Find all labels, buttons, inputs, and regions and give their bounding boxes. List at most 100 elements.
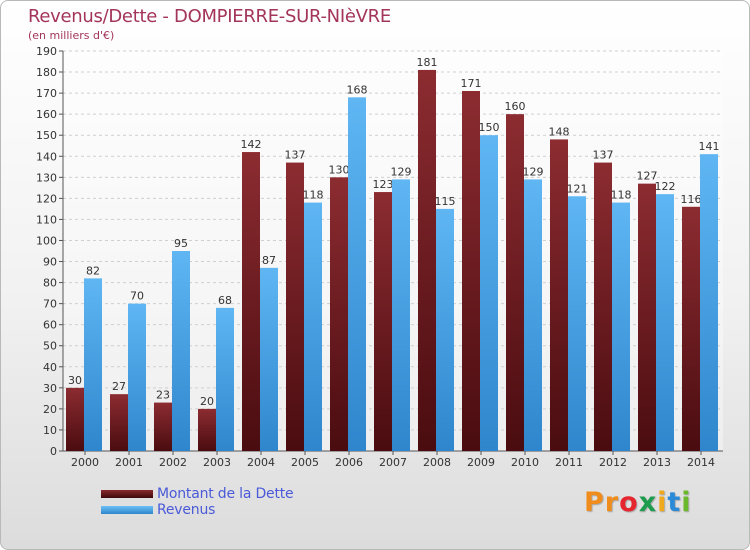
chart-subtitle: (en milliers d'€) (28, 29, 115, 42)
y-tick-label: 90 (43, 256, 57, 269)
data-label: 115 (435, 195, 456, 208)
data-label: 148 (549, 125, 570, 138)
data-label: 68 (218, 294, 232, 307)
logo-letter: o (619, 487, 639, 518)
data-label: 171 (461, 77, 482, 90)
bar-dette (242, 152, 260, 452)
x-tick-label: 2009 (467, 456, 495, 469)
x-tick-label: 2010 (511, 456, 539, 469)
x-tick-label: 2011 (555, 456, 583, 469)
data-label: 116 (681, 193, 702, 206)
x-tick-label: 2000 (71, 456, 99, 469)
y-tick-label: 190 (36, 45, 57, 58)
logo-letter: x (638, 487, 658, 518)
bar-dette (550, 139, 568, 451)
data-label: 123 (373, 178, 394, 191)
chart-title: Revenus/Dette - DOMPIERRE-SUR-NIèVRE (28, 6, 391, 27)
y-tick-label: 130 (36, 171, 57, 184)
x-tick-label: 2014 (687, 456, 715, 469)
logo-letter: i (681, 487, 692, 518)
x-tick-label: 2005 (291, 456, 319, 469)
data-label: 141 (699, 140, 720, 153)
y-tick-label: 20 (43, 403, 57, 416)
bar-revenus (304, 202, 322, 451)
bar-dette (638, 183, 656, 451)
y-tick-label: 150 (36, 129, 57, 142)
proxiti-logo: Proxiti (584, 487, 692, 518)
bar-dette (110, 394, 128, 451)
legend-label-dette: Montant de la Dette (157, 486, 294, 502)
legend-item-revenus: Revenus (101, 502, 361, 519)
x-tick-label: 2006 (335, 456, 363, 469)
x-tick-label: 2012 (599, 456, 627, 469)
y-tick-label: 180 (36, 66, 57, 79)
bar-revenus (612, 202, 630, 451)
data-label: 137 (285, 149, 306, 162)
bar-dette (330, 177, 348, 451)
logo-letter: t (667, 487, 682, 518)
y-tick-label: 70 (43, 298, 57, 311)
logo-letter: P (584, 487, 605, 518)
y-tick-label: 30 (43, 382, 57, 395)
bar-dette (154, 402, 172, 451)
logo-letter: i (657, 487, 668, 518)
bar-dette (682, 206, 700, 451)
legend-item-dette: Montant de la Dette (101, 486, 361, 503)
x-tick-label: 2004 (247, 456, 275, 469)
x-tick-label: 2013 (643, 456, 671, 469)
data-label: 122 (655, 180, 676, 193)
y-tick-label: 0 (50, 445, 57, 458)
bar-revenus (700, 154, 718, 451)
y-tick-label: 100 (36, 234, 57, 247)
data-label: 118 (303, 189, 324, 202)
data-label: 142 (241, 138, 262, 151)
x-tick-label: 2003 (203, 456, 231, 469)
y-tick-label: 170 (36, 87, 57, 100)
data-label: 150 (479, 121, 500, 134)
bar-revenus (568, 196, 586, 451)
data-label: 181 (417, 56, 438, 69)
data-label: 168 (347, 83, 368, 96)
bar-revenus (436, 208, 454, 451)
bar-revenus (480, 135, 498, 452)
data-label: 160 (505, 100, 526, 113)
bar-revenus (260, 267, 278, 451)
bar-dette (198, 408, 216, 451)
legend-swatch-dette (101, 490, 153, 498)
bar-revenus (172, 251, 190, 451)
data-label: 129 (523, 165, 544, 178)
x-tick-label: 2008 (423, 456, 451, 469)
data-label: 30 (68, 374, 82, 387)
y-tick-label: 120 (36, 192, 57, 205)
y-tick-label: 160 (36, 108, 57, 121)
data-label: 130 (329, 163, 350, 176)
data-label: 87 (262, 254, 276, 267)
legend-label-revenus: Revenus (157, 502, 216, 518)
bar-dette (506, 114, 524, 451)
y-tick-label: 50 (43, 340, 57, 353)
bar-revenus (216, 307, 234, 451)
y-tick-label: 140 (36, 150, 57, 163)
bar-revenus (128, 303, 146, 451)
legend-swatch-revenus (101, 506, 153, 514)
x-tick-label: 2001 (115, 456, 143, 469)
data-label: 95 (174, 237, 188, 250)
y-tick-label: 10 (43, 424, 57, 437)
data-label: 118 (611, 189, 632, 202)
bar-revenus (524, 179, 542, 451)
data-label: 82 (86, 264, 100, 277)
bar-revenus (84, 278, 102, 451)
y-tick-label: 80 (43, 277, 57, 290)
bar-revenus (656, 194, 674, 451)
data-label: 23 (156, 389, 170, 402)
bar-dette (286, 162, 304, 451)
data-label: 27 (112, 380, 126, 393)
chart-legend: Montant de la Dette Revenus (101, 486, 361, 519)
y-tick-label: 110 (36, 213, 57, 226)
bar-dette (66, 387, 84, 451)
data-label: 20 (200, 395, 214, 408)
logo-letter: r (604, 487, 620, 518)
y-tick-label: 60 (43, 319, 57, 332)
